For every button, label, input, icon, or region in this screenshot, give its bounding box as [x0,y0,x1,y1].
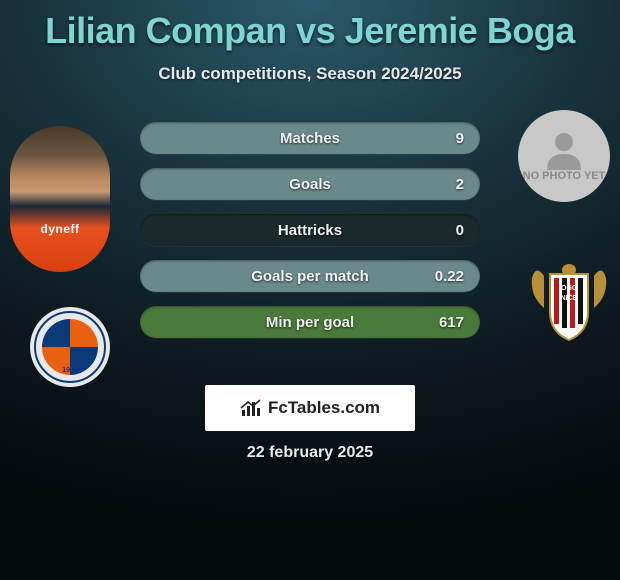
player-left-photo [10,126,110,272]
stats-list: Matches 9 Goals 2 Hattricks 0 Goals per match 0… [140,122,480,352]
attribution-badge: FcTables.com [205,385,415,431]
attribution-text: FcTables.com [268,398,380,418]
stat-label: Min per goal [266,314,354,331]
page-title: Lilian Compan vs Jeremie Boga [0,0,620,52]
svg-text:OGC: OGC [561,285,577,292]
stat-label: Hattricks [278,222,342,239]
player-right-photo: NO PHOTO YET [518,110,610,202]
barchart-icon [240,398,262,418]
nophoto-label: NO PHOTO YET [523,170,606,182]
montpellier-badge-icon: 1974 [20,306,120,388]
stat-value-right: 617 [439,314,464,331]
svg-text:NICE: NICE [561,295,578,302]
club-badge-right: OGC NICE [526,260,612,346]
stat-row-goals: Goals 2 [140,168,480,200]
stat-value-right: 2 [456,176,464,193]
date-line: 22 february 2025 [0,444,620,462]
stat-row-goals_per_match: Goals per match 0.22 [140,260,480,292]
nophoto-silhouette-icon [539,130,589,170]
nice-badge-icon: OGC NICE [526,260,612,346]
club-badge-left: 1974 [20,306,120,388]
stat-value-right: 0.22 [435,268,464,285]
stat-row-matches: Matches 9 [140,122,480,154]
player-left-photo-placeholder [10,126,110,272]
svg-text:1974: 1974 [62,367,78,374]
comparison-card: Lilian Compan vs Jeremie Boga Club compe… [0,0,620,580]
stat-row-hattricks: Hattricks 0 [140,214,480,246]
stat-value-right: 9 [456,130,464,147]
subtitle: Club competitions, Season 2024/2025 [0,64,620,84]
stat-label: Goals [289,176,331,193]
stat-label: Goals per match [251,268,369,285]
stat-label: Matches [280,130,340,147]
stat-row-min_per_goal: Min per goal 617 [140,306,480,338]
stat-value-right: 0 [456,222,464,239]
